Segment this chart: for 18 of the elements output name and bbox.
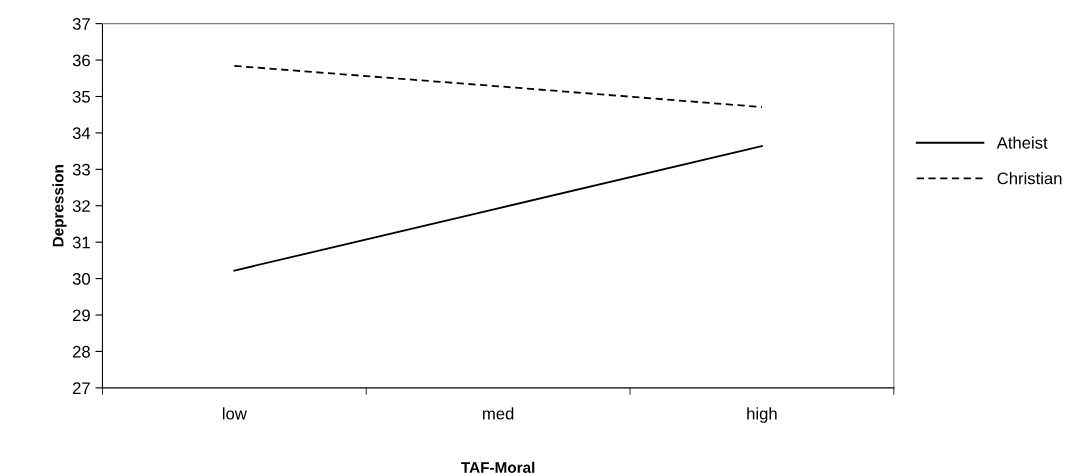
y-tick-label: 37: [72, 18, 90, 30]
y-tick-label: 31: [72, 236, 90, 249]
y-tick-label: 29: [72, 309, 90, 322]
y-tick-label: 28: [72, 345, 90, 358]
y-tick-label: 33: [72, 163, 90, 176]
y-tick-label: 30: [72, 273, 90, 285]
y-tick-label: 34: [72, 127, 91, 140]
legend-label: Christian: [997, 172, 1062, 185]
x-tick-label: low: [222, 407, 247, 420]
x-tick-label: high: [747, 407, 777, 423]
x-tick-label: med: [483, 407, 514, 420]
legend-label: Atheist: [996, 136, 1048, 149]
y-axis-title: Depression: [52, 165, 67, 247]
y-tick-label: 35: [72, 90, 90, 103]
y-tick-label: 36: [72, 54, 90, 67]
y-tick-label: 27: [72, 382, 90, 394]
y-tick-label: 32: [72, 200, 90, 212]
x-axis-title: TAF-Moral: [461, 461, 535, 473]
